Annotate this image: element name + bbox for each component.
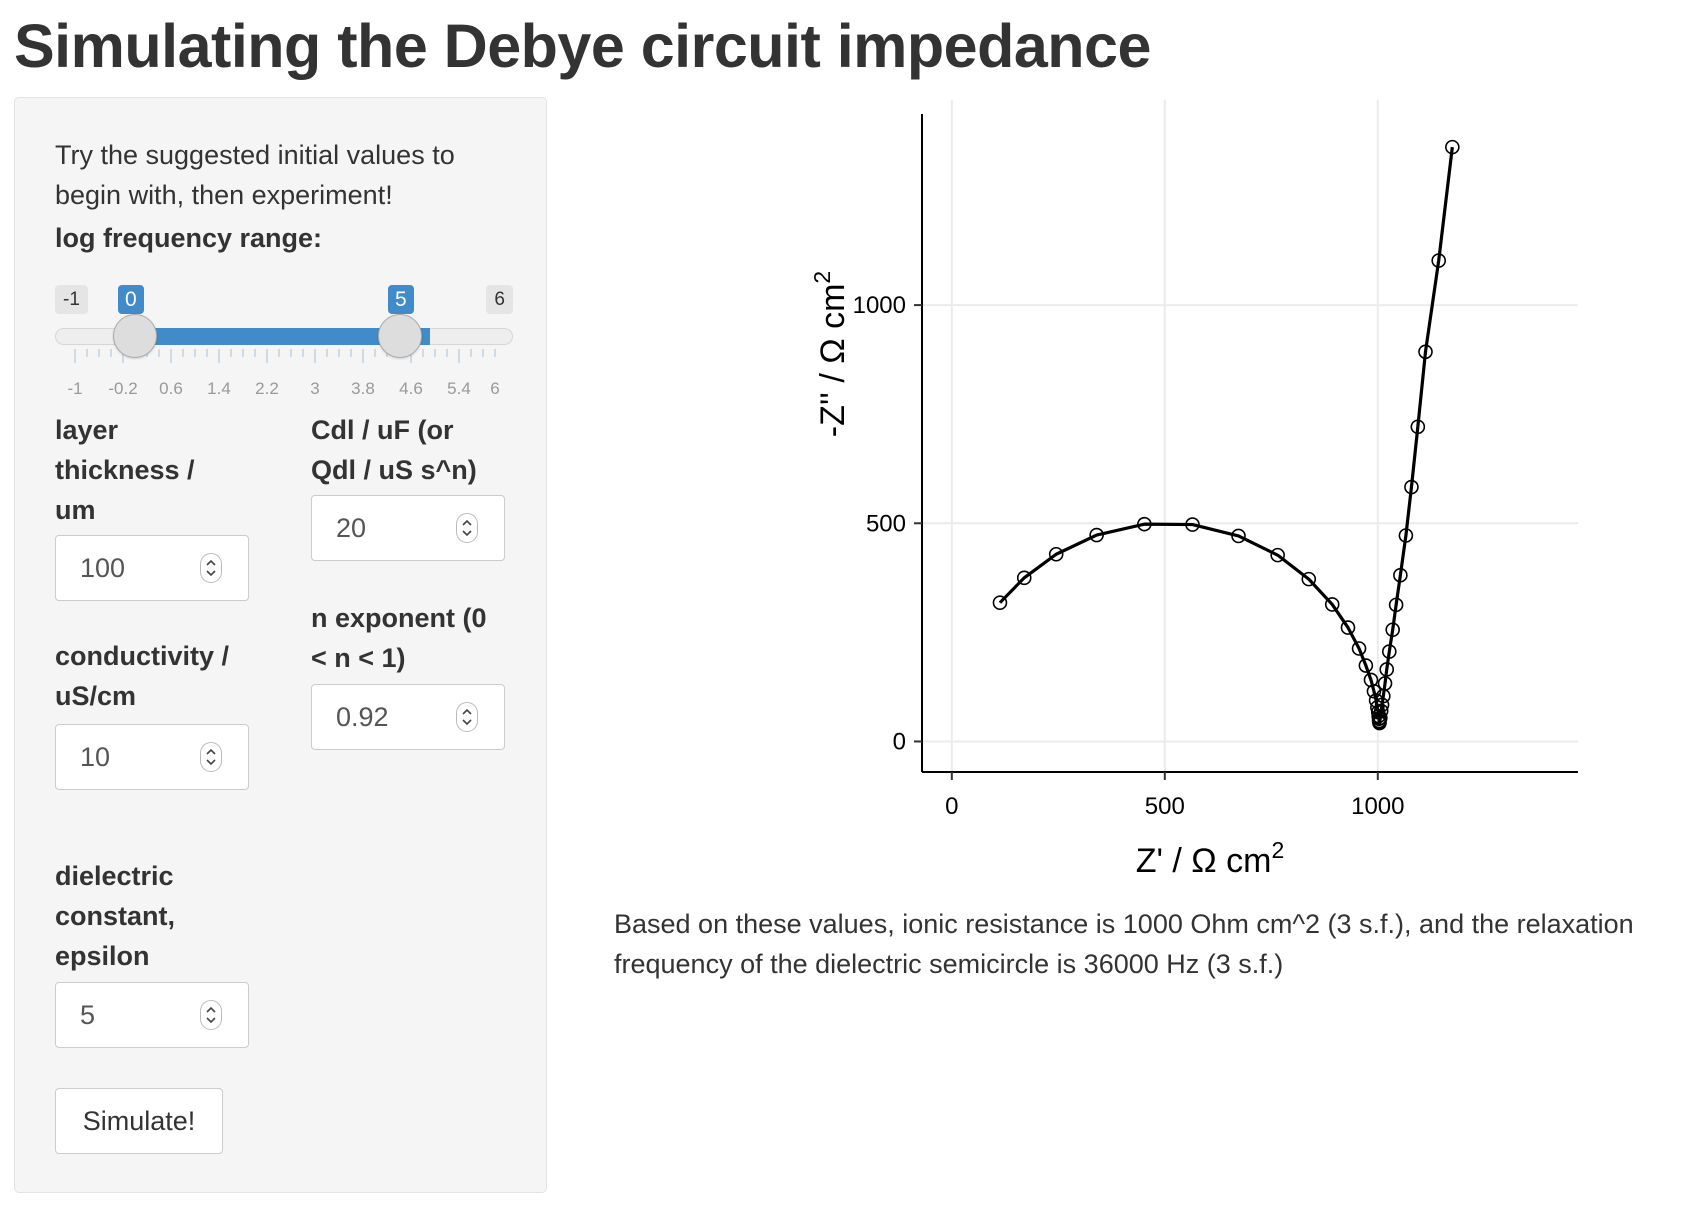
spinner-icon[interactable] (456, 702, 478, 732)
slider-from-handle[interactable] (113, 314, 157, 358)
y-axis-title: -Z'' / Ω cm2 (809, 271, 852, 437)
simulate-button[interactable]: Simulate! (55, 1088, 223, 1154)
sidebar-panel: Try the suggested initial values to begi… (14, 97, 547, 1193)
slider-from-label: 0 (118, 285, 144, 314)
spinner-icon[interactable] (456, 513, 478, 543)
slider-grid-label: -1 (67, 379, 83, 398)
data-point (1351, 641, 1367, 656)
conductivity-value: 10 (80, 742, 111, 772)
slider-grid-label: 1.4 (207, 379, 231, 398)
data-point (1231, 528, 1246, 544)
data-point (1445, 139, 1460, 155)
data-point (1374, 697, 1390, 713)
dielectric-label: dielectric constant, epsilon (55, 861, 176, 971)
cdl-input[interactable]: 20 (311, 495, 505, 561)
data-point (1137, 516, 1152, 532)
n-exponent-input[interactable]: 0.92 (311, 684, 505, 750)
slider-selected-range (135, 328, 430, 345)
slider-min-label: -1 (55, 285, 88, 314)
slider-grid-label: 4.6 (399, 379, 423, 398)
spinner-icon[interactable] (200, 1000, 222, 1030)
data-point (1363, 672, 1379, 688)
data-point (1398, 528, 1414, 543)
data-point (1381, 644, 1397, 659)
result-text: Based on these values, ionic resistance … (614, 909, 1634, 979)
thickness-input[interactable]: 100 (55, 535, 249, 601)
data-point (1373, 703, 1389, 719)
data-point (1270, 547, 1285, 563)
slider-grid-label: 3.8 (351, 379, 375, 398)
thickness-value: 100 (80, 553, 126, 583)
cdl-value: 20 (336, 513, 367, 543)
data-point (1404, 479, 1419, 495)
intro-text: Try the suggested initial values to begi… (55, 140, 455, 210)
freq-range-slider[interactable]: -1 6 0 5 -1 -0.2 0.6 1.4 2.2 3 3.8 4.6 5.4 6 (55, 285, 513, 398)
data-point (1340, 620, 1356, 635)
thickness-label: layer thickness / um (55, 415, 195, 525)
dielectric-value: 5 (80, 1000, 96, 1030)
slider-grid-label: 3 (310, 379, 320, 398)
data-point (1358, 658, 1374, 673)
page-title: Simulating the Debye circuit impedance (14, 12, 1151, 80)
n-exponent-value: 0.92 (336, 702, 389, 732)
dielectric-input[interactable]: 5 (55, 982, 249, 1048)
data-point (1301, 571, 1317, 587)
cdl-label: Cdl / uF (or Qdl / uS s^n) (311, 415, 477, 485)
conductivity-input[interactable]: 10 (55, 724, 249, 790)
x-tick-label: 500 (1145, 793, 1185, 820)
slider-to-label: 5 (388, 285, 414, 314)
x-tick-label: 0 (945, 793, 958, 820)
data-point (1366, 683, 1382, 699)
data-point (1385, 622, 1401, 638)
data-point (1418, 344, 1433, 360)
freq-slider-label: log frequency range: (55, 223, 323, 253)
data-point (1377, 676, 1393, 691)
conductivity-label: conductivity / uS/cm (55, 641, 230, 711)
x-axis-title: Z' / Ω cm2 (1136, 837, 1285, 880)
slider-grid-label: 5.4 (447, 379, 471, 398)
x-tick-label: 1000 (1351, 793, 1404, 820)
n-exponent-label: n exponent (0 < n < 1) (311, 603, 487, 673)
slider-grid-label: 6 (490, 379, 500, 398)
data-point (1048, 546, 1064, 562)
data-point (1089, 527, 1104, 543)
slider-grid-label: -0.2 (108, 379, 138, 398)
slider-to-handle[interactable] (378, 314, 422, 358)
data-point (1379, 662, 1395, 677)
data-point (1431, 253, 1447, 268)
slider-grid-label: 0.6 (159, 379, 183, 398)
series-line (998, 146, 1454, 725)
slider-max-label: 6 (486, 285, 513, 314)
y-tick-label: 500 (866, 510, 906, 537)
data-point (1410, 419, 1426, 435)
data-point (1185, 517, 1200, 532)
data-point (1393, 567, 1408, 583)
y-tick-label: 1000 (853, 292, 906, 319)
nyquist-plot: 0 500 1000 0 500 1000 Z' / Ω cm2 -Z'' / Ω cm2 (809, 100, 1578, 880)
slider-grid-label: 2.2 (255, 379, 279, 398)
spinner-icon[interactable] (200, 553, 222, 583)
data-point (1388, 597, 1404, 613)
data-point (1016, 570, 1032, 586)
y-tick-label: 0 (893, 728, 906, 755)
data-point (1324, 597, 1340, 612)
data-point (992, 595, 1008, 610)
spinner-icon[interactable] (200, 742, 222, 772)
